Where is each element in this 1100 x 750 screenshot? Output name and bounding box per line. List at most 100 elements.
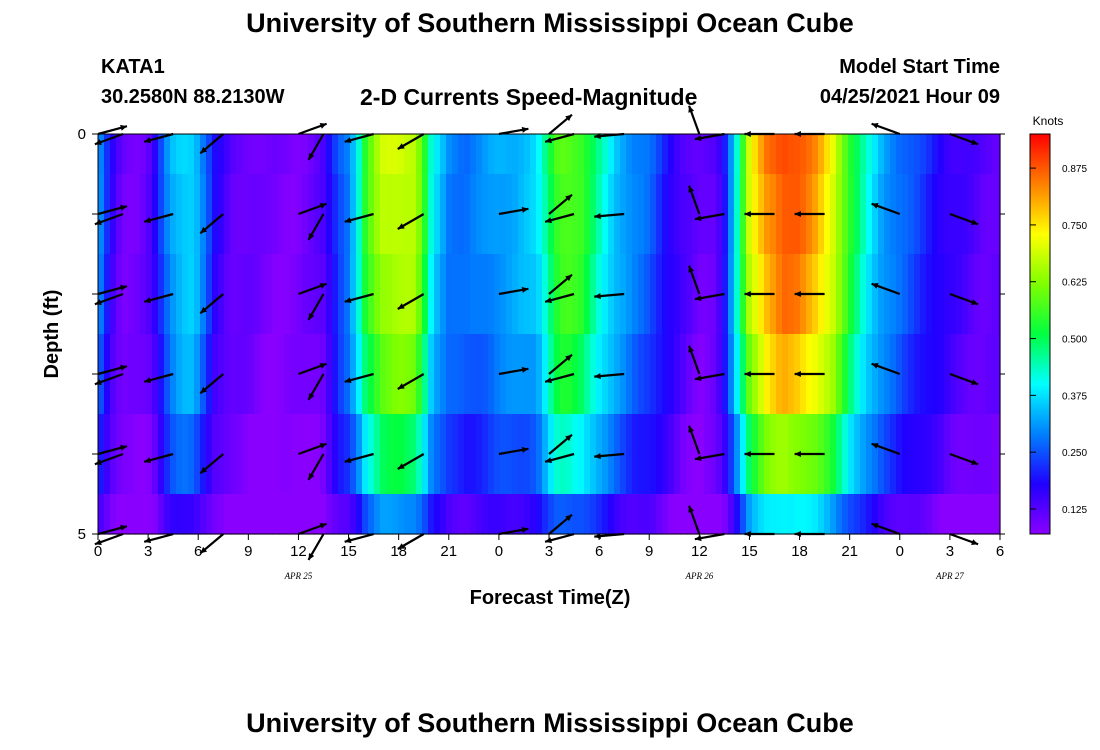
heatmap-cell (944, 334, 951, 415)
heatmap-cell (506, 334, 513, 415)
heatmap-cell (332, 494, 339, 535)
vector-head (744, 450, 751, 458)
heatmap-cell (416, 414, 423, 495)
heatmap-cell (482, 174, 489, 255)
heatmap-cell (986, 494, 993, 535)
current-vector (794, 450, 825, 458)
heatmap-cell (194, 174, 201, 255)
heatmap-cell (392, 334, 399, 415)
heatmap-cell (578, 174, 585, 255)
heatmap-cell (428, 414, 435, 495)
heatmap-cell (830, 174, 837, 255)
current-vector (794, 290, 825, 298)
heatmap-cell (284, 414, 291, 495)
vector-head (565, 434, 572, 442)
heatmap-cell (596, 134, 603, 175)
heatmap-cell (728, 334, 735, 415)
heatmap-cell (992, 334, 999, 415)
heatmap-cell (704, 134, 711, 175)
heatmap-cell (524, 134, 531, 175)
heatmap-cell (932, 494, 939, 535)
heatmap-cell (602, 254, 609, 335)
heatmap-cell (446, 174, 453, 255)
heatmap-cell (704, 414, 711, 495)
heatmap-cell (644, 134, 651, 175)
vector-head (308, 392, 315, 400)
current-vector (694, 452, 725, 462)
heatmap-cell (158, 334, 165, 415)
heatmap-cell (890, 254, 897, 335)
vector-head (694, 135, 702, 142)
heatmap-cell (428, 174, 435, 255)
heatmap-cell (314, 134, 321, 175)
heatmap-cell (458, 254, 465, 335)
vector-head (308, 552, 315, 560)
heatmap-cell (848, 494, 855, 535)
heatmap-cell (110, 254, 117, 335)
current-vector (298, 522, 328, 536)
current-vector (548, 513, 573, 535)
vector-head (565, 514, 572, 522)
heatmap-cell (698, 134, 705, 175)
heatmap-cell (668, 174, 675, 255)
heatmap-cell (122, 414, 129, 495)
heatmap-cell (830, 414, 837, 495)
vector-head (971, 139, 979, 145)
heatmap-cell (650, 334, 657, 415)
colorbar-tick-label: 0.250 (1062, 448, 1087, 459)
heatmap-cell (782, 414, 789, 495)
current-vector (544, 132, 575, 144)
heatmap-cell (926, 414, 933, 495)
heatmap-cell (674, 334, 681, 415)
heatmap-cell (458, 334, 465, 415)
heatmap-cell (926, 334, 933, 415)
vector-head (397, 143, 405, 149)
heatmap-cell (740, 254, 747, 335)
heatmap-cell (536, 334, 543, 415)
heatmap-cell (416, 254, 423, 335)
heatmap-cell (260, 494, 267, 535)
heatmap-cell (446, 254, 453, 335)
heatmap-cell (506, 174, 513, 255)
date-label: APR 27 (935, 571, 964, 581)
heatmap-cell (974, 414, 981, 495)
heatmap-cell (638, 334, 645, 415)
heatmap-cell (422, 254, 429, 335)
heatmap-cell (734, 494, 741, 535)
heatmap-cell (674, 414, 681, 495)
current-vector (871, 122, 901, 136)
heatmap-cell (254, 254, 261, 335)
heatmap-cell (602, 414, 609, 495)
heatmap-cell (536, 494, 543, 535)
heatmap-cell (554, 134, 561, 175)
current-vector (199, 293, 224, 315)
heatmap-cell (698, 254, 705, 335)
heatmap-cell (956, 134, 963, 175)
heatmap-cell (308, 254, 315, 335)
heatmap-cell (920, 334, 927, 415)
heatmap-cell (848, 134, 855, 175)
vector-head (688, 425, 695, 433)
heatmap-cell (284, 254, 291, 335)
heatmap-cell (518, 334, 525, 415)
heatmap-cell (164, 174, 171, 255)
heatmap-cell (530, 174, 537, 255)
vector-head (308, 152, 315, 160)
heatmap-cell (518, 254, 525, 335)
heatmap-cell (446, 134, 453, 175)
heatmap-cell (548, 334, 555, 415)
heatmap-cell (452, 494, 459, 535)
heatmap-cell (506, 414, 513, 495)
heatmap-cell (962, 334, 969, 415)
heatmap-cell (704, 494, 711, 535)
heatmap-cell (716, 494, 723, 535)
chart-title: 2-D Currents Speed-Magnitude (360, 84, 698, 110)
heatmap-cell (968, 494, 975, 535)
x-axis-title: Forecast Time(Z) (470, 587, 631, 609)
heatmap-cell (914, 494, 921, 535)
heatmap-cell (830, 494, 837, 535)
heatmap-cell (722, 494, 729, 535)
heatmap-cell (260, 254, 267, 335)
heatmap-cell (902, 414, 909, 495)
vector-head (545, 137, 552, 144)
